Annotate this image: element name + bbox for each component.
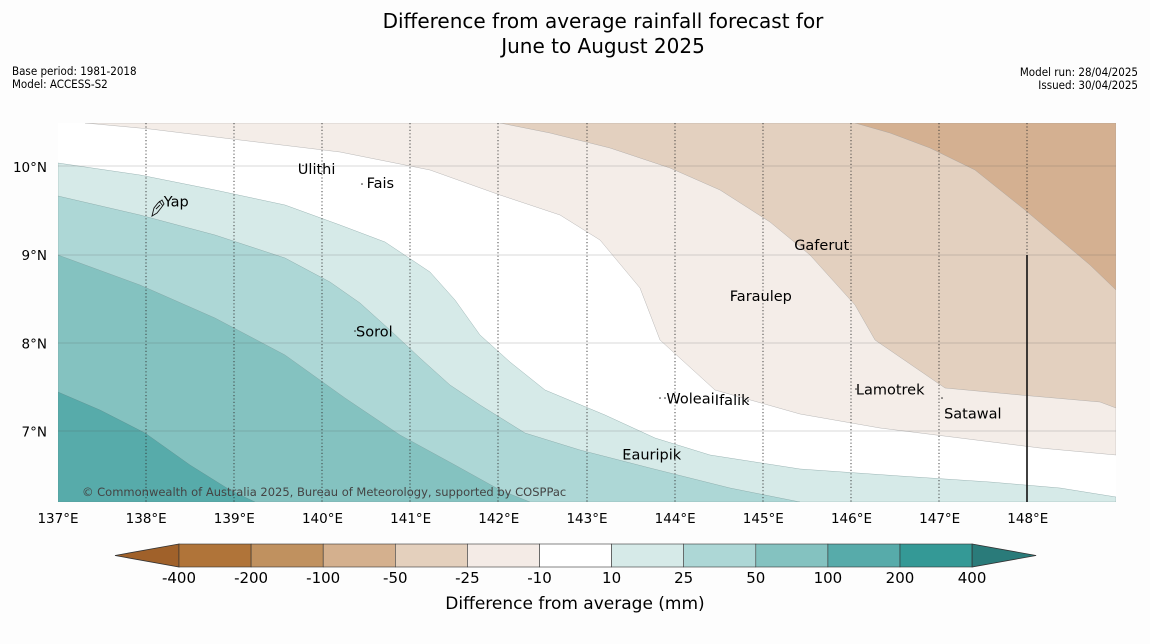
colorbar-tick-label: -10 bbox=[527, 569, 552, 587]
colorbar-tick-label: -25 bbox=[455, 569, 480, 587]
colorbar-tick-label: -200 bbox=[234, 569, 268, 587]
colorbar-tick-label: 200 bbox=[886, 569, 915, 587]
longitude-label: 138°E bbox=[126, 511, 167, 527]
colorbar-tick-label: -50 bbox=[383, 569, 408, 587]
latitude-label: 8°N bbox=[22, 336, 47, 352]
copyright-text: © Commonwealth of Australia 2025, Bureau… bbox=[82, 485, 566, 499]
longitude-label: 148°E bbox=[1007, 511, 1048, 527]
colorbar-swatch bbox=[539, 543, 612, 568]
place-label-eauripik: Eauripik bbox=[622, 448, 681, 464]
longitude-label: 147°E bbox=[919, 511, 960, 527]
colorbar-swatch bbox=[755, 543, 829, 568]
longitude-label: 146°E bbox=[831, 511, 872, 527]
place-label-fais: Fais bbox=[367, 176, 394, 192]
colorbar-swatch bbox=[899, 543, 973, 568]
place-label-woleai: Woleai bbox=[666, 391, 714, 407]
longitude-label: 137°E bbox=[37, 511, 78, 527]
colorbar-swatch bbox=[611, 543, 684, 568]
colorbar-high-extension bbox=[971, 543, 1037, 568]
run-info: Model run: 28/04/2025 Issued: 30/04/2025 bbox=[1020, 66, 1138, 92]
model-run-text: Model run: 28/04/2025 bbox=[1019, 65, 1138, 79]
place-label-ulithi: Ulithi bbox=[298, 162, 336, 178]
longitude-label: 143°E bbox=[566, 511, 607, 527]
base-period-text: Base period: 1981-2018 bbox=[12, 64, 137, 78]
longitude-label: 140°E bbox=[302, 511, 343, 527]
colorbar-tick-label: 10 bbox=[602, 569, 621, 587]
yap-island-shape bbox=[151, 199, 165, 217]
place-label-gaferut: Gaferut bbox=[794, 238, 849, 254]
latitude-labels: 10°N 9°N 8°N 7°N bbox=[13, 160, 47, 440]
latitude-label: 7°N bbox=[22, 425, 47, 441]
title-line-2: June to August 2025 bbox=[501, 34, 705, 58]
rainfall-map: © Commonwealth of Australia 2025, Bureau… bbox=[58, 123, 1116, 502]
colorbar-tick-label: 100 bbox=[814, 569, 843, 587]
longitude-label: 144°E bbox=[655, 511, 696, 527]
place-label-satawal: Satawal bbox=[944, 406, 1001, 422]
colorbar-tick-label: 50 bbox=[746, 569, 765, 587]
colorbar-tick-label: -100 bbox=[306, 569, 340, 587]
anomaly-band-50 bbox=[58, 254, 531, 502]
latitude-label: 9°N bbox=[22, 248, 47, 264]
place-label-lamotrek: Lamotrek bbox=[856, 383, 925, 399]
colorbar-swatch bbox=[178, 543, 252, 568]
colorbar-tick-label: -400 bbox=[162, 569, 196, 587]
island-markers bbox=[302, 164, 947, 456]
colorbar-title: Difference from average (mm) bbox=[445, 594, 705, 614]
latitude-gridlines bbox=[58, 165, 1116, 432]
issued-text: Issued: 30/04/2025 bbox=[1038, 78, 1138, 92]
anomaly-band-100 bbox=[58, 391, 256, 502]
anomaly-band-minus-25 bbox=[499, 123, 1116, 409]
colorbar-tick-label: 25 bbox=[674, 569, 693, 587]
colorbar bbox=[114, 543, 1037, 568]
place-label-yap: Yap bbox=[163, 195, 189, 211]
longitude-label: 139°E bbox=[214, 511, 255, 527]
place-label-sorol: Sorol bbox=[356, 324, 393, 340]
longitude-label: 142°E bbox=[478, 511, 519, 527]
longitude-labels: 137°E 138°E 139°E 140°E 141°E 142°E 143°E 144°E… bbox=[37, 511, 1048, 527]
map-title: Difference from average rainfall forecas… bbox=[0, 9, 1150, 59]
colorbar-swatch bbox=[467, 543, 540, 568]
place-labels: Yap Ulithi Fais Gaferut Faraulep Sorol Lamotre… bbox=[163, 162, 1002, 464]
colorbar-swatch bbox=[394, 543, 468, 568]
colorbar-swatch bbox=[827, 543, 901, 568]
colorbar-tick-label: 400 bbox=[958, 569, 987, 587]
colorbar-swatch bbox=[250, 543, 324, 568]
longitude-label: 145°E bbox=[743, 511, 784, 527]
longitude-label: 141°E bbox=[390, 511, 431, 527]
base-info: Base period: 1981-2018 Model: ACCESS-S2 bbox=[12, 65, 137, 91]
anomaly-band-minus-50 bbox=[854, 123, 1116, 291]
place-label-faraulep: Faraulep bbox=[730, 289, 792, 305]
colorbar-swatch bbox=[683, 543, 757, 568]
title-line-1: Difference from average rainfall forecas… bbox=[382, 9, 824, 33]
colorbar-low-extension bbox=[114, 543, 180, 568]
place-label-ifalik: Ifalik bbox=[715, 393, 750, 409]
colorbar-tick-labels: -400 -200 -100 -50 -25 -10 10 25 50 100 200 400 bbox=[162, 569, 986, 587]
model-text: Model: ACCESS-S2 bbox=[12, 77, 108, 91]
latitude-label: 10°N bbox=[13, 160, 47, 176]
colorbar-swatch bbox=[322, 543, 396, 568]
